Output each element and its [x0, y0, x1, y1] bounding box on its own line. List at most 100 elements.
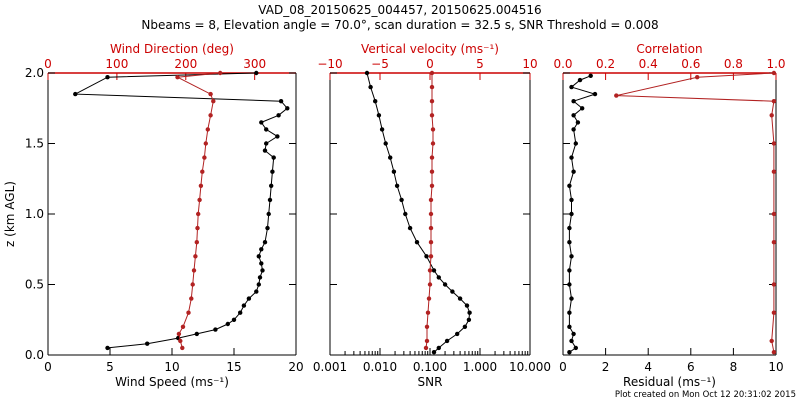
data-point-black	[364, 70, 370, 76]
data-point-black	[267, 197, 273, 203]
bottom-tick-label: 10	[164, 360, 179, 374]
bottom-tick-label: 0.001	[313, 360, 347, 374]
data-point-black	[569, 296, 574, 301]
data-point-red	[429, 155, 435, 160]
data-point-black	[567, 225, 572, 231]
data-point-red	[429, 113, 435, 118]
panel-3: 0 2 4 6 8 10 0.0 0.2 0.4 0.6 0.8 1.0 Residual (ms⁻¹)…	[553, 42, 785, 389]
data-point-red	[197, 197, 202, 203]
data-point-black	[373, 99, 378, 104]
data-point-black	[231, 317, 237, 322]
data-point-black	[569, 338, 574, 344]
top-tick-label: 0	[426, 57, 434, 71]
data-point-red	[203, 141, 208, 146]
series-line-black	[73, 72, 289, 349]
bottom-tick-label: 5	[106, 360, 114, 374]
top-tick-label: −5	[371, 57, 389, 71]
data-point-red	[208, 113, 213, 118]
data-point-black	[588, 73, 593, 79]
data-point-black	[391, 169, 397, 174]
data-point-black	[145, 341, 150, 346]
data-point-red	[771, 350, 777, 355]
data-point-red	[427, 282, 433, 287]
data-point-black	[259, 120, 264, 125]
plot-created-footer: Plot created on Mon Oct 12 20:31:02 2015	[615, 390, 796, 400]
data-point-black	[213, 327, 218, 332]
top-axis-label: Wind Direction (deg)	[110, 42, 234, 56]
data-point-red	[429, 70, 435, 76]
data-point-red	[430, 141, 436, 146]
bottom-tick-label: 0.100	[413, 360, 447, 374]
data-point-red	[424, 324, 430, 329]
data-point-black	[567, 240, 572, 245]
data-point-red	[218, 70, 223, 76]
data-point-red	[771, 141, 777, 146]
data-point-red	[175, 75, 180, 80]
data-point-black	[457, 296, 463, 301]
data-point-red	[769, 338, 774, 344]
bottom-axis-label: Residual (ms⁻¹)	[623, 375, 716, 389]
data-point-black	[431, 350, 437, 355]
data-point-black	[436, 275, 441, 280]
y-tick-label: 0.0	[25, 348, 44, 362]
data-point-black	[414, 240, 420, 245]
bottom-tick-label: 15	[226, 360, 241, 374]
figure-subtitle: Nbeams = 8, Elevation angle = 70.0°, sca…	[141, 18, 658, 32]
data-point-red	[428, 240, 434, 245]
y-tick-label: 2.0	[25, 66, 44, 80]
data-point-black	[567, 282, 572, 287]
data-point-black	[376, 113, 382, 118]
series-line-red	[616, 72, 775, 353]
data-point-red	[771, 169, 777, 174]
data-point-black	[256, 254, 261, 259]
data-point-black	[285, 106, 290, 111]
top-tick-label: 0.2	[596, 57, 615, 71]
data-point-black	[266, 211, 271, 217]
data-point-black	[573, 141, 578, 146]
data-point-black	[466, 317, 472, 322]
data-point-red	[428, 211, 434, 217]
bottom-tick-label: 10	[768, 360, 783, 374]
data-point-red	[195, 225, 200, 231]
data-point-red	[211, 99, 216, 104]
data-point-black	[368, 84, 373, 90]
data-point-black	[194, 331, 199, 337]
data-point-black	[567, 324, 572, 329]
top-tick-label: −10	[317, 57, 342, 71]
data-point-black	[256, 282, 261, 287]
data-point-black	[571, 99, 576, 104]
data-point-black	[450, 289, 455, 294]
data-point-red	[614, 93, 619, 98]
top-tick-label: 10	[522, 57, 537, 71]
data-point-red	[769, 113, 774, 118]
data-point-black	[569, 84, 574, 90]
data-point-black	[264, 141, 269, 146]
top-tick-label: 200	[174, 57, 197, 71]
data-point-black	[265, 225, 270, 231]
data-point-black	[388, 155, 393, 160]
data-point-red	[176, 331, 182, 337]
data-point-black	[442, 282, 448, 287]
bottom-tick-label: 6	[687, 360, 695, 374]
data-point-red	[429, 99, 435, 104]
data-point-black	[275, 134, 280, 139]
data-point-black	[569, 254, 574, 259]
data-point-black	[462, 324, 468, 329]
top-tick-label: 0.8	[724, 57, 743, 71]
series-line-black	[366, 72, 471, 353]
y-axis-label: z (km AGL)	[3, 181, 17, 247]
data-point-black	[573, 345, 578, 351]
data-point-red	[190, 282, 195, 287]
data-point-black	[567, 310, 572, 315]
data-point-black	[383, 141, 388, 146]
data-point-red	[771, 99, 777, 104]
data-point-black	[259, 261, 264, 266]
data-point-red	[429, 84, 435, 90]
data-point-black	[105, 75, 110, 80]
data-point-red	[428, 225, 434, 231]
data-point-black	[580, 106, 585, 111]
top-tick-label: 0.4	[639, 57, 658, 71]
data-point-red	[424, 338, 430, 344]
data-point-black	[569, 155, 574, 160]
